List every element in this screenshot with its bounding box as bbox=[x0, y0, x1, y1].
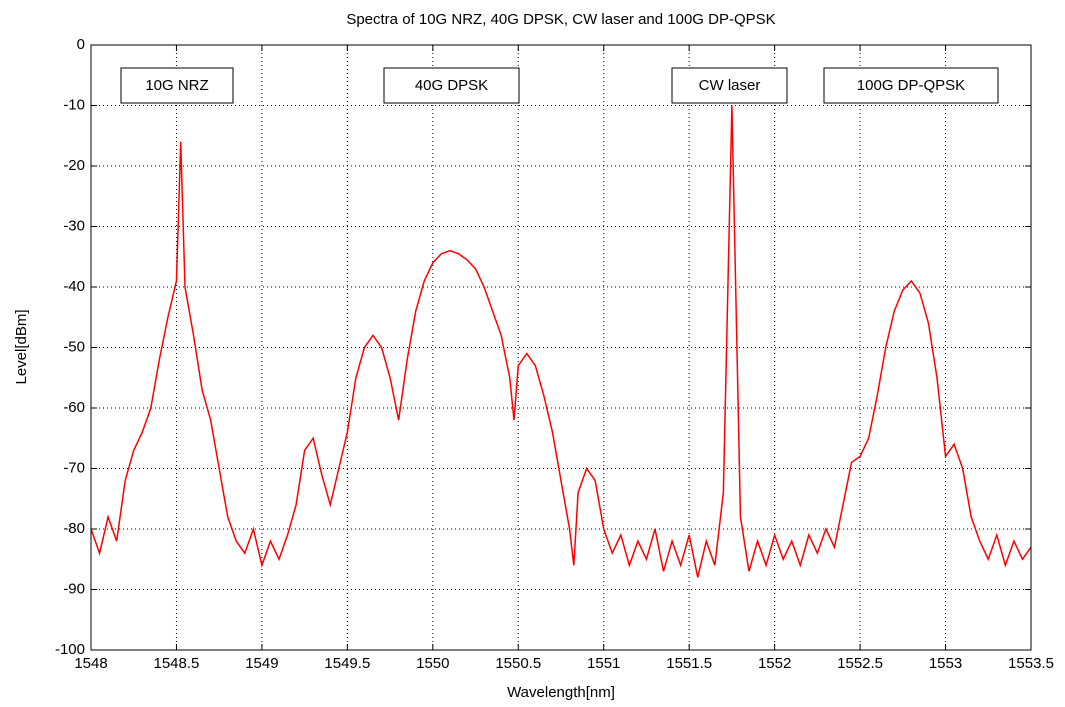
y-tick-label: -20 bbox=[63, 157, 85, 174]
spectrum-line bbox=[90, 105, 1032, 578]
x-tick-label: 1553 bbox=[929, 655, 962, 672]
x-tick-label: 1552.5 bbox=[837, 655, 883, 672]
y-axis-label: Level[dBm] bbox=[13, 309, 30, 384]
y-tick-label: -50 bbox=[63, 338, 85, 355]
x-tick-label: 1550 bbox=[416, 655, 449, 672]
x-tick-label: 1549 bbox=[245, 655, 278, 672]
x-axis-label: Wavelength[nm] bbox=[507, 684, 615, 701]
annotation: 40G DPSK bbox=[415, 77, 488, 94]
y-tick-label: 0 bbox=[77, 36, 85, 53]
x-tick-label: 1552 bbox=[758, 655, 791, 672]
x-tick-label: 1551.5 bbox=[666, 655, 712, 672]
x-tick-label: 1553.5 bbox=[1008, 655, 1054, 672]
y-tick-label: -70 bbox=[63, 459, 85, 476]
y-tick-label: -30 bbox=[63, 217, 85, 234]
x-tick-label: 1548.5 bbox=[154, 655, 200, 672]
x-tick-label: 1551 bbox=[587, 655, 620, 672]
annotation: 100G DP-QPSK bbox=[857, 77, 965, 94]
x-tick-label: 1550.5 bbox=[495, 655, 541, 672]
y-tick-label: -80 bbox=[63, 520, 85, 537]
y-tick-label: -90 bbox=[63, 580, 85, 597]
x-tick-label: 1548 bbox=[74, 655, 107, 672]
annotation-box bbox=[383, 67, 520, 104]
annotation-box bbox=[671, 67, 788, 104]
y-tick-label: -60 bbox=[63, 399, 85, 416]
annotation-box bbox=[120, 67, 234, 104]
annotation: CW laser bbox=[699, 77, 761, 94]
x-tick-label: 1549.5 bbox=[324, 655, 370, 672]
annotation-box bbox=[823, 67, 999, 104]
chart-title: Spectra of 10G NRZ, 40G DPSK, CW laser a… bbox=[346, 11, 775, 28]
y-tick-label: -10 bbox=[63, 96, 85, 113]
y-tick-label: -40 bbox=[63, 278, 85, 295]
plot-frame bbox=[90, 44, 1032, 651]
annotation: 10G NRZ bbox=[145, 77, 208, 94]
y-tick-label: -100 bbox=[55, 641, 85, 658]
